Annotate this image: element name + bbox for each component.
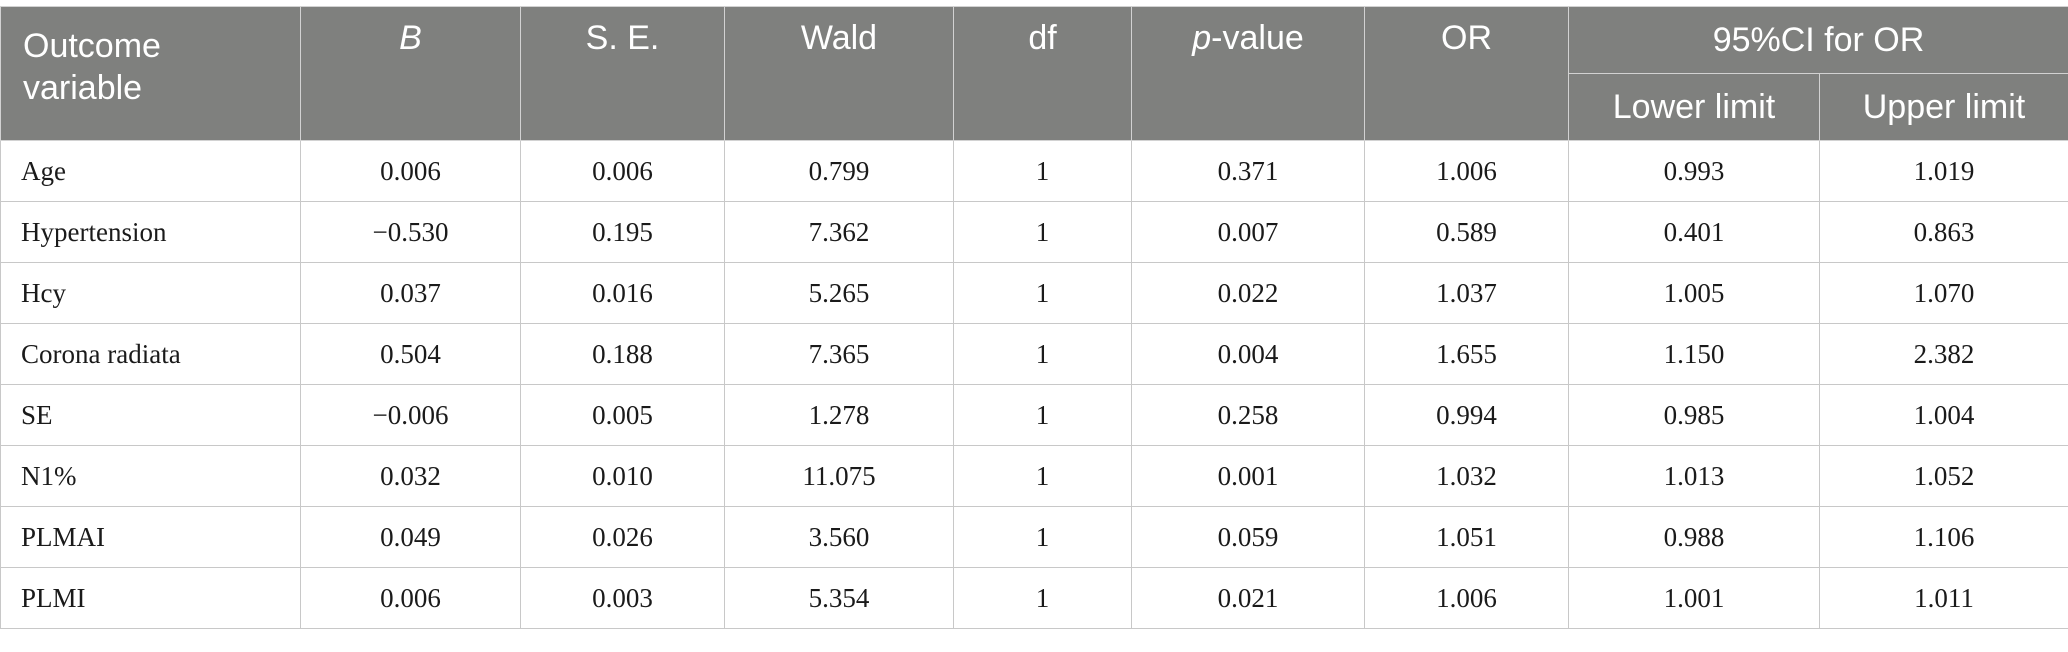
cell-variable: Hypertension <box>0 201 301 263</box>
cell-b: 0.006 <box>300 567 521 629</box>
regression-results-table: Outcome variable B S. E. Wald df p-value… <box>0 6 2068 629</box>
cell-or: 1.006 <box>1364 140 1569 202</box>
cell-p-value: 0.022 <box>1131 262 1365 324</box>
cell-wald: 3.560 <box>724 506 954 568</box>
cell-variable: PLMAI <box>0 506 301 568</box>
header-subrow: Lower limit Upper limit <box>1 73 2068 141</box>
header-row: Outcome variable B S. E. Wald df p-value… <box>0 6 2068 141</box>
cell-or: 0.589 <box>1364 201 1569 263</box>
header-lower-limit: Lower limit <box>1568 73 1820 141</box>
cell-upper-limit: 0.863 <box>1819 201 2068 263</box>
cell-p-value: 0.001 <box>1131 445 1365 507</box>
table-row: SE −0.006 0.005 1.278 1 0.258 0.994 0.985 1.004 <box>0 384 2068 446</box>
cell-b: −0.530 <box>300 201 521 263</box>
cell-or: 0.994 <box>1364 384 1569 446</box>
cell-df: 1 <box>953 201 1132 263</box>
cell-upper-limit: 1.004 <box>1819 384 2068 446</box>
cell-df: 1 <box>953 323 1132 385</box>
cell-variable: SE <box>0 384 301 446</box>
cell-p-value: 0.059 <box>1131 506 1365 568</box>
cell-variable: N1% <box>0 445 301 507</box>
cell-b: 0.504 <box>300 323 521 385</box>
cell-lower-limit: 0.985 <box>1568 384 1820 446</box>
cell-df: 1 <box>953 140 1132 202</box>
cell-p-value: 0.007 <box>1131 201 1365 263</box>
cell-upper-limit: 1.052 <box>1819 445 2068 507</box>
cell-p-value: 0.258 <box>1131 384 1365 446</box>
cell-p-value: 0.004 <box>1131 323 1365 385</box>
header-ci-group: 95%CI for OR <box>1568 6 2068 74</box>
table-row: Age 0.006 0.006 0.799 1 0.371 1.006 0.993 1.019 <box>0 140 2068 202</box>
cell-se: 0.003 <box>520 567 725 629</box>
header-p-value: p-value <box>1131 6 1365 141</box>
cell-df: 1 <box>953 567 1132 629</box>
table-row: Hcy 0.037 0.016 5.265 1 0.022 1.037 1.005 1.070 <box>0 262 2068 324</box>
cell-upper-limit: 1.070 <box>1819 262 2068 324</box>
cell-wald: 0.799 <box>724 140 954 202</box>
header-se: S. E. <box>520 6 725 141</box>
cell-upper-limit: 2.382 <box>1819 323 2068 385</box>
cell-lower-limit: 1.150 <box>1568 323 1820 385</box>
cell-or: 1.032 <box>1364 445 1569 507</box>
cell-se: 0.016 <box>520 262 725 324</box>
cell-se: 0.195 <box>520 201 725 263</box>
cell-b: 0.049 <box>300 506 521 568</box>
cell-lower-limit: 1.005 <box>1568 262 1820 324</box>
cell-wald: 5.354 <box>724 567 954 629</box>
cell-se: 0.026 <box>520 506 725 568</box>
cell-variable: Hcy <box>0 262 301 324</box>
cell-wald: 11.075 <box>724 445 954 507</box>
header-p-letter: p <box>1192 19 1212 57</box>
cell-upper-limit: 1.011 <box>1819 567 2068 629</box>
cell-variable: PLMI <box>0 567 301 629</box>
table-row: Hypertension −0.530 0.195 7.362 1 0.007 0.589 0… <box>0 201 2068 263</box>
cell-p-value: 0.021 <box>1131 567 1365 629</box>
cell-lower-limit: 0.993 <box>1568 140 1820 202</box>
header-wald: Wald <box>724 6 954 141</box>
cell-lower-limit: 1.001 <box>1568 567 1820 629</box>
header-upper-limit: Upper limit <box>1819 73 2068 141</box>
cell-wald: 5.265 <box>724 262 954 324</box>
cell-upper-limit: 1.106 <box>1819 506 2068 568</box>
cell-lower-limit: 0.988 <box>1568 506 1820 568</box>
cell-or: 1.051 <box>1364 506 1569 568</box>
table-row: PLMAI 0.049 0.026 3.560 1 0.059 1.051 0.988 1.10… <box>0 506 2068 568</box>
cell-or: 1.655 <box>1364 323 1569 385</box>
cell-b: 0.006 <box>300 140 521 202</box>
cell-se: 0.006 <box>520 140 725 202</box>
cell-upper-limit: 1.019 <box>1819 140 2068 202</box>
cell-variable: Age <box>0 140 301 202</box>
cell-p-value: 0.371 <box>1131 140 1365 202</box>
header-b: B <box>300 6 521 141</box>
cell-wald: 7.365 <box>724 323 954 385</box>
cell-df: 1 <box>953 384 1132 446</box>
table-row: PLMI 0.006 0.003 5.354 1 0.021 1.006 1.001 1.011 <box>0 567 2068 629</box>
cell-b: −0.006 <box>300 384 521 446</box>
table-header: Outcome variable B S. E. Wald df p-value… <box>0 6 2068 141</box>
cell-df: 1 <box>953 506 1132 568</box>
cell-se: 0.010 <box>520 445 725 507</box>
header-or: OR <box>1364 6 1569 141</box>
table-body: Age 0.006 0.006 0.799 1 0.371 1.006 0.993 1.019 H… <box>0 140 2068 629</box>
cell-df: 1 <box>953 262 1132 324</box>
header-df: df <box>953 6 1132 141</box>
cell-se: 0.188 <box>520 323 725 385</box>
table-row: Corona radiata 0.504 0.188 7.365 1 0.004 1.655… <box>0 323 2068 385</box>
cell-lower-limit: 1.013 <box>1568 445 1820 507</box>
cell-wald: 1.278 <box>724 384 954 446</box>
header-p-suffix: -value <box>1211 19 1304 57</box>
cell-df: 1 <box>953 445 1132 507</box>
cell-lower-limit: 0.401 <box>1568 201 1820 263</box>
table-row: N1% 0.032 0.010 11.075 1 0.001 1.032 1.013 1.052 <box>0 445 2068 507</box>
cell-or: 1.006 <box>1364 567 1569 629</box>
cell-se: 0.005 <box>520 384 725 446</box>
cell-wald: 7.362 <box>724 201 954 263</box>
cell-or: 1.037 <box>1364 262 1569 324</box>
header-outcome-variable: Outcome variable <box>0 6 301 141</box>
cell-b: 0.032 <box>300 445 521 507</box>
cell-b: 0.037 <box>300 262 521 324</box>
cell-variable: Corona radiata <box>0 323 301 385</box>
